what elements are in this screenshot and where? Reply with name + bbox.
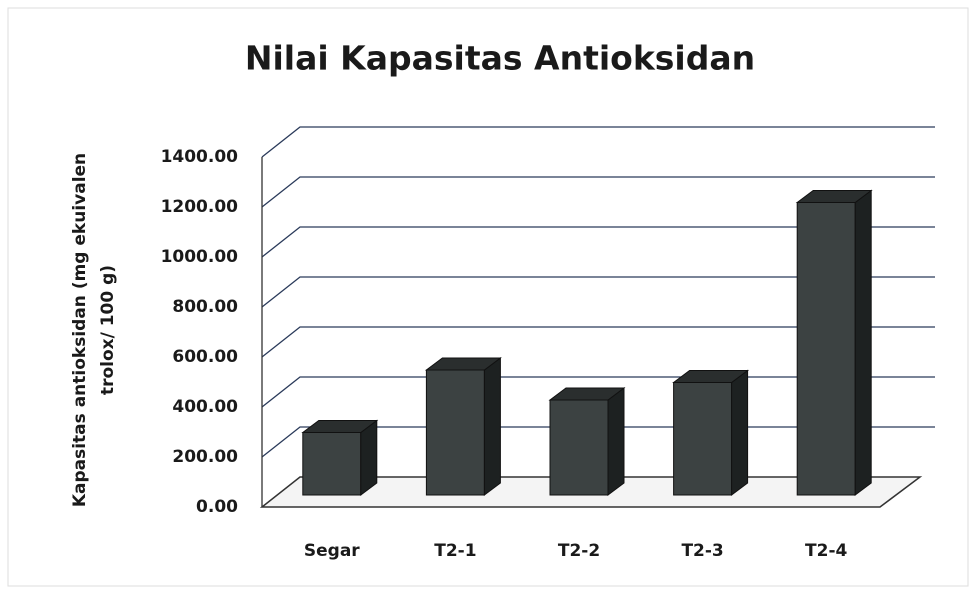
bar-front (302, 432, 362, 496)
y-tick-label: 0.00 (196, 497, 238, 517)
bar-top (301, 420, 379, 433)
y-tick-label: 400.00 (172, 397, 238, 417)
grid-line (261, 126, 935, 158)
bar (424, 357, 502, 496)
bar-side (483, 357, 501, 496)
bar-top (424, 357, 502, 371)
chart-title: Nilai Kapasitas Antioksidan (245, 39, 755, 78)
y-tick-label: 1400.00 (161, 147, 239, 167)
grid-line (261, 226, 935, 258)
x-tick-label: T2-4 (805, 541, 847, 561)
y-axis-title: trolox/ 100 g) (98, 265, 118, 395)
x-tick-label: T2-3 (681, 541, 723, 561)
y-tick-label: 1200.00 (161, 197, 239, 217)
bar-front (796, 202, 856, 496)
y-tick-label: 200.00 (172, 447, 238, 467)
grid-line (261, 176, 935, 208)
x-tick-label: Segar (304, 541, 360, 561)
bar-front (425, 369, 485, 496)
bar-front (673, 382, 733, 496)
bar-top (795, 190, 873, 203)
grid-line (261, 326, 935, 358)
bar-side (360, 419, 378, 496)
bar-top (548, 387, 626, 401)
bar (548, 387, 626, 496)
x-tick-label: T2-1 (434, 541, 476, 561)
bar-front (549, 399, 609, 496)
y-tick-label: 800.00 (172, 297, 238, 317)
x-tick-label: T2-2 (558, 541, 600, 561)
bar-side (607, 387, 625, 496)
y-tick-label: 600.00 (172, 347, 238, 367)
bar (672, 369, 750, 496)
bar-side (731, 369, 749, 496)
grid-line (261, 276, 935, 308)
bar-side (854, 189, 872, 496)
y-axis-title: Kapasitas antioksidan (mg ekuivalen (70, 153, 90, 507)
y-tick-label: 1000.00 (161, 247, 239, 267)
bar (795, 189, 873, 496)
bar (301, 419, 379, 496)
bar-top (672, 370, 750, 383)
